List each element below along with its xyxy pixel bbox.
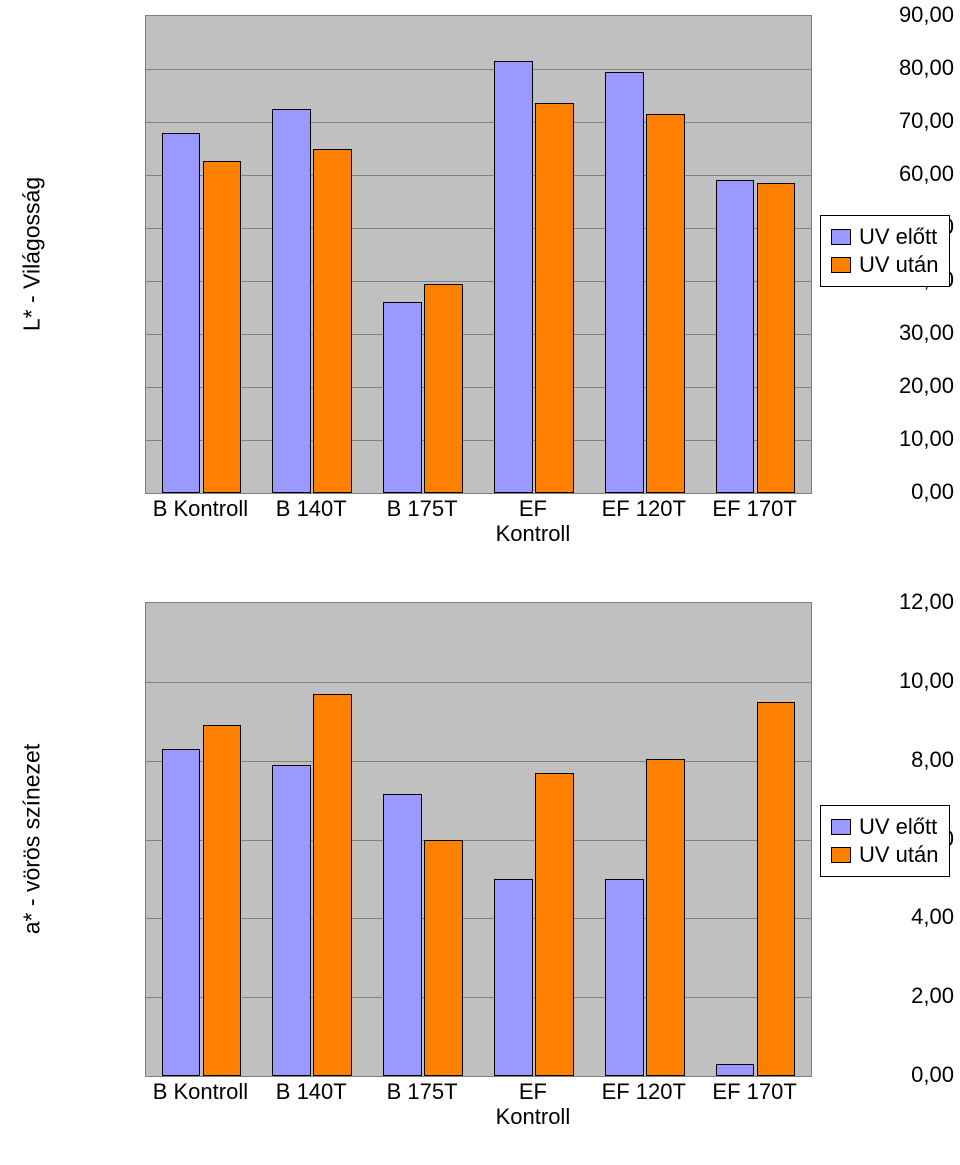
y-axis-label: a* - vörös színezet: [19, 743, 46, 933]
bar: [383, 302, 422, 493]
legend-swatch: [831, 819, 851, 835]
bar: [535, 103, 574, 493]
xtick-label: B 175T: [387, 496, 458, 521]
bar: [716, 1064, 755, 1076]
xtick-label: EF Kontroll: [496, 496, 571, 547]
legend-item: UV után: [831, 252, 939, 278]
bar: [646, 114, 685, 493]
ytick-label: 2,00: [814, 983, 954, 1009]
ytick-label: 10,00: [814, 426, 954, 452]
chart-2: 0,002,004,006,008,0010,0012,00a* - vörös…: [0, 580, 960, 1165]
bar: [494, 61, 533, 493]
bar: [716, 180, 755, 493]
bar: [272, 765, 311, 1076]
xtick-label: B Kontroll: [153, 1079, 248, 1104]
bar: [203, 161, 242, 493]
xtick-label: EF 170T: [712, 496, 796, 521]
gridline: [146, 122, 811, 123]
bar: [605, 879, 644, 1076]
gridline: [146, 175, 811, 176]
gridline: [146, 334, 811, 335]
gridline: [146, 682, 811, 683]
ytick-label: 60,00: [814, 161, 954, 187]
legend-label: UV után: [859, 842, 939, 868]
ytick-label: 80,00: [814, 55, 954, 81]
ytick-label: 90,00: [814, 2, 954, 28]
plot-area: [145, 15, 812, 494]
ytick-label: 20,00: [814, 373, 954, 399]
xtick-label: B 140T: [276, 496, 347, 521]
ytick-label: 0,00: [814, 1062, 954, 1088]
ytick-label: 70,00: [814, 108, 954, 134]
bar: [272, 109, 311, 493]
legend-swatch: [831, 847, 851, 863]
legend-label: UV előtt: [859, 814, 937, 840]
bar: [646, 759, 685, 1076]
bar: [757, 702, 796, 1076]
xtick-label: EF Kontroll: [496, 1079, 571, 1130]
xtick-label: B Kontroll: [153, 496, 248, 521]
plot-area: [145, 602, 812, 1077]
legend-swatch: [831, 229, 851, 245]
legend-item: UV előtt: [831, 224, 939, 250]
bar: [535, 773, 574, 1077]
xtick-label: EF 120T: [602, 1079, 686, 1104]
xtick-label: B 175T: [387, 1079, 458, 1104]
bar: [383, 794, 422, 1076]
ytick-label: 10,00: [814, 668, 954, 694]
xtick-label: EF 120T: [602, 496, 686, 521]
gridline: [146, 761, 811, 762]
legend-item: UV után: [831, 842, 939, 868]
gridline: [146, 228, 811, 229]
gridline: [146, 281, 811, 282]
gridline: [146, 918, 811, 919]
bar: [162, 133, 201, 493]
bar: [605, 72, 644, 493]
xtick-label: EF 170T: [712, 1079, 796, 1104]
gridline: [146, 997, 811, 998]
bar: [424, 840, 463, 1077]
bar: [313, 694, 352, 1076]
bar: [757, 183, 796, 493]
bar: [203, 725, 242, 1076]
ytick-label: 4,00: [814, 904, 954, 930]
bar: [313, 149, 352, 494]
ytick-label: 12,00: [814, 589, 954, 615]
bar: [162, 749, 201, 1076]
legend: UV előttUV után: [820, 805, 950, 877]
gridline: [146, 69, 811, 70]
legend: UV előttUV után: [820, 215, 950, 287]
chart-1: 0,0010,0020,0030,0040,0050,0060,0070,008…: [0, 0, 960, 580]
gridline: [146, 440, 811, 441]
ytick-label: 30,00: [814, 320, 954, 346]
legend-swatch: [831, 257, 851, 273]
gridline: [146, 387, 811, 388]
ytick-label: 0,00: [814, 479, 954, 505]
y-axis-label: L* - Világosság: [19, 176, 46, 330]
xtick-label: B 140T: [276, 1079, 347, 1104]
gridline: [146, 840, 811, 841]
ytick-label: 8,00: [814, 747, 954, 773]
legend-label: UV után: [859, 252, 939, 278]
legend-item: UV előtt: [831, 814, 939, 840]
bar: [424, 284, 463, 493]
legend-label: UV előtt: [859, 224, 937, 250]
bar: [494, 879, 533, 1076]
